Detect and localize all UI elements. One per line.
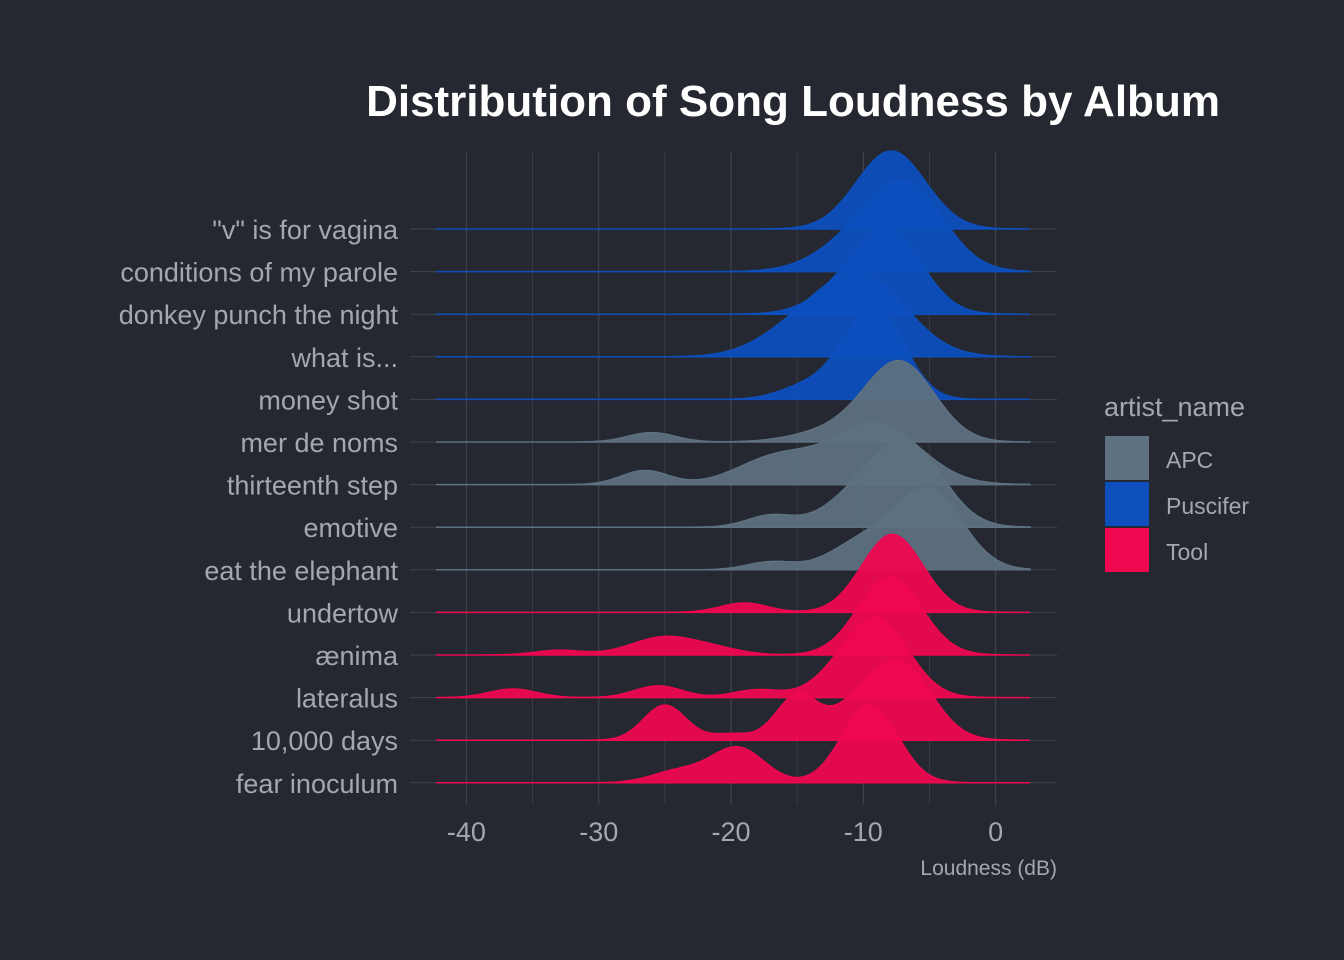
ridge-apc — [436, 486, 1031, 571]
ridge-tool — [436, 576, 1030, 656]
x-axis-label: Loudness (dB) — [920, 857, 1057, 880]
album-label: emotive — [303, 513, 398, 543]
ridge-tool — [436, 704, 1030, 784]
album-label: undertow — [287, 598, 399, 628]
album-label: thirteenth step — [227, 471, 398, 501]
y-axis-labels: "v" is for vagina conditions of my parole… — [119, 215, 399, 799]
album-label: conditions of my parole — [120, 258, 398, 288]
album-label: 10,000 days — [251, 726, 398, 756]
x-tick-label: -30 — [579, 817, 618, 847]
ridges — [435, 150, 1031, 784]
legend-label-tool: Tool — [1166, 539, 1208, 565]
legend-label-puscifer: Puscifer — [1166, 493, 1249, 519]
legend-label-apc: APC — [1166, 447, 1213, 473]
legend-swatch-tool — [1105, 528, 1149, 572]
ridge-tool — [435, 616, 1030, 699]
x-axis-ticks: -40 -30 -20 -10 0 — [447, 817, 1003, 847]
legend-entries: APC Puscifer Tool — [1105, 436, 1249, 572]
album-label: donkey punch the night — [119, 300, 399, 330]
ridge-apc — [436, 439, 1031, 528]
x-tick-label: -40 — [447, 817, 486, 847]
legend-swatch-apc — [1105, 436, 1149, 480]
album-label: lateralus — [296, 684, 398, 714]
x-tick-label: 0 — [988, 817, 1003, 847]
album-label: money shot — [258, 385, 398, 415]
x-tick-label: -20 — [711, 817, 750, 847]
chart-title: Distribution of Song Loudness by Album — [366, 77, 1220, 126]
album-label: ænima — [315, 641, 399, 671]
legend-swatch-puscifer — [1105, 482, 1149, 526]
x-tick-label: -10 — [844, 817, 883, 847]
legend-title: artist_name — [1104, 392, 1245, 422]
album-label: eat the elephant — [204, 556, 398, 586]
ridge-puscifer — [436, 179, 1031, 273]
album-label: mer de noms — [240, 428, 398, 458]
ridge-tool — [436, 658, 1030, 741]
ridge-apc — [436, 359, 1031, 443]
album-label: fear inoculum — [236, 769, 398, 799]
legend: artist_name APC Puscifer Tool — [1104, 392, 1249, 572]
album-label: "v" is for vagina — [212, 215, 399, 245]
album-label: what is... — [290, 343, 398, 373]
